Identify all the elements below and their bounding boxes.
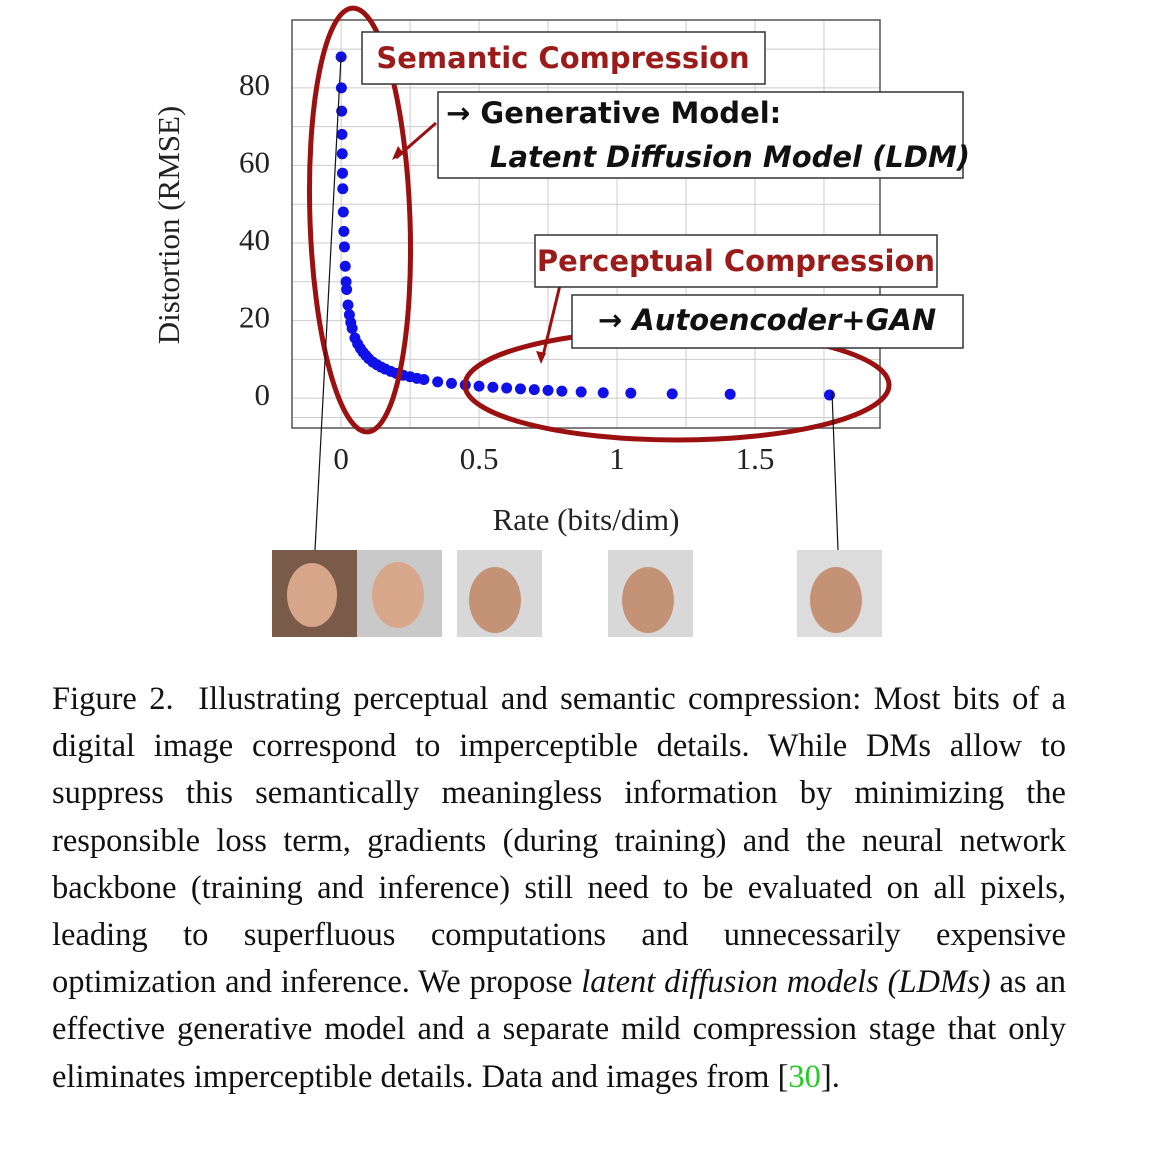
point bbox=[724, 388, 736, 400]
face bbox=[372, 562, 424, 628]
point bbox=[556, 385, 568, 397]
annotation: Latent Diffusion Model (LDM) bbox=[490, 140, 970, 174]
annotation-box bbox=[437, 91, 964, 179]
y-tick-label: 80 bbox=[239, 67, 270, 102]
point bbox=[341, 284, 353, 296]
face bbox=[622, 567, 674, 633]
annotation: Perceptual Compression bbox=[537, 244, 935, 278]
caption: Figure 2. Illustrating perceptual and se… bbox=[52, 676, 1066, 1101]
point bbox=[346, 322, 358, 334]
pointer-line bbox=[314, 56, 342, 551]
point bbox=[339, 260, 351, 272]
annotation: → Autoencoder+GAN bbox=[598, 303, 936, 337]
point bbox=[337, 183, 349, 195]
point bbox=[666, 388, 678, 400]
annotation: Semantic Compression bbox=[376, 41, 749, 75]
caption-label: Figure 2. bbox=[52, 681, 174, 717]
point bbox=[487, 381, 499, 393]
caption-italic: latent diffusion models (LDMs) bbox=[581, 964, 991, 1001]
point bbox=[337, 206, 349, 218]
point bbox=[501, 382, 513, 394]
x-tick-label: 1.5 bbox=[736, 441, 775, 476]
y-tick-label: 0 bbox=[255, 377, 271, 412]
point bbox=[542, 384, 554, 396]
point bbox=[336, 128, 348, 140]
face bbox=[287, 563, 337, 627]
annotation-box bbox=[534, 234, 938, 288]
face bbox=[810, 567, 862, 633]
point bbox=[528, 384, 540, 396]
point bbox=[336, 167, 348, 179]
point bbox=[338, 241, 350, 253]
point bbox=[514, 383, 526, 395]
caption-text: as an effective generative model and a s… bbox=[52, 964, 1067, 1095]
point bbox=[625, 387, 637, 399]
pointer-line bbox=[831, 391, 839, 551]
annotation-box bbox=[361, 31, 766, 85]
figure: Rate (bits/dim) Distortion (RMSE) Semant… bbox=[151, 5, 970, 637]
point bbox=[336, 148, 348, 160]
caption-text: Illustrating perceptual and semantic com… bbox=[52, 681, 1066, 1001]
annotation-box bbox=[571, 294, 964, 349]
point bbox=[597, 387, 609, 399]
arrowhead bbox=[392, 146, 404, 160]
x-tick-label: 0.5 bbox=[460, 441, 499, 476]
point bbox=[432, 376, 444, 388]
point bbox=[335, 82, 347, 94]
point bbox=[473, 380, 485, 392]
y-tick-label: 20 bbox=[239, 300, 270, 335]
thumbnails bbox=[272, 550, 882, 637]
point bbox=[336, 105, 348, 117]
semantic-ellipse bbox=[306, 5, 414, 435]
point bbox=[335, 51, 347, 63]
y-tick-label: 40 bbox=[239, 222, 270, 257]
citation[interactable]: 30 bbox=[788, 1058, 821, 1095]
face bbox=[469, 567, 521, 633]
x-tick-label: 1 bbox=[609, 441, 625, 476]
point bbox=[575, 386, 587, 398]
caption-text: ]. bbox=[820, 1058, 840, 1095]
point bbox=[824, 389, 836, 401]
y-label: Distortion (RMSE) bbox=[151, 106, 186, 345]
point bbox=[418, 374, 430, 386]
plot-frame bbox=[291, 19, 881, 429]
arrowhead bbox=[536, 351, 546, 364]
arrow bbox=[541, 284, 562, 357]
arrow bbox=[395, 121, 437, 160]
point bbox=[445, 377, 457, 389]
x-tick-label: 0 bbox=[333, 441, 349, 476]
point bbox=[338, 225, 350, 237]
point bbox=[342, 299, 354, 311]
y-tick-label: 60 bbox=[239, 145, 270, 180]
annotation: → Generative Model: bbox=[446, 96, 781, 130]
x-label: Rate (bits/dim) bbox=[493, 502, 680, 537]
